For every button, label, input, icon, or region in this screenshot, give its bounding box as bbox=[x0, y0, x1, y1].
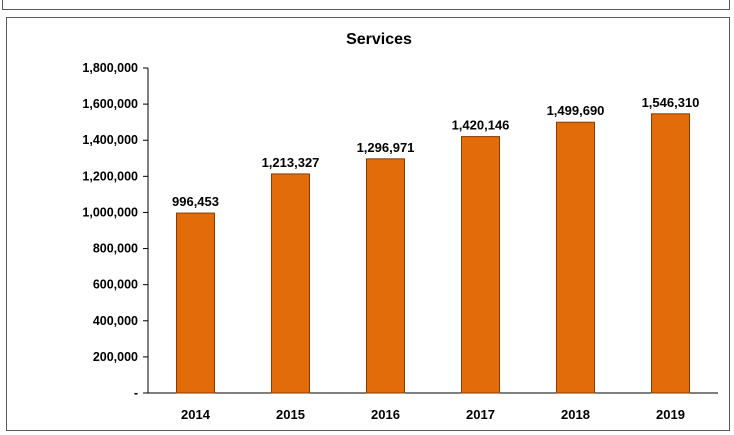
x-tick-labels: 2014 2015 2016 2017 2018 2019 bbox=[181, 407, 685, 422]
value-label-2016: 1,296,971 bbox=[357, 140, 415, 155]
y-tick-label: 600,000 bbox=[93, 278, 138, 292]
x-tick-label-2014: 2014 bbox=[181, 407, 211, 422]
value-label-2018: 1,499,690 bbox=[547, 103, 605, 118]
x-tick-label-2018: 2018 bbox=[561, 407, 590, 422]
x-tick-label-2016: 2016 bbox=[371, 407, 400, 422]
bar-2017 bbox=[461, 136, 500, 394]
x-tick-label-2017: 2017 bbox=[466, 407, 495, 422]
bar-2014 bbox=[176, 212, 215, 394]
value-label-2014: 996,453 bbox=[172, 194, 219, 209]
y-tick-label: 200,000 bbox=[93, 350, 138, 364]
y-tick-label: 1,400,000 bbox=[82, 133, 138, 147]
bar-2019 bbox=[651, 113, 690, 394]
chart-title: Services bbox=[346, 31, 412, 48]
y-tick-label: 800,000 bbox=[93, 242, 138, 256]
axes bbox=[143, 67, 718, 394]
y-tick-label: 1,200,000 bbox=[82, 169, 138, 183]
bars bbox=[176, 113, 690, 394]
bar-2016 bbox=[366, 158, 405, 394]
previous-chart-edge bbox=[2, 0, 730, 10]
y-tick-label: 1,800,000 bbox=[82, 61, 138, 75]
value-label-2015: 1,213,327 bbox=[262, 155, 320, 170]
value-labels: 996,453 1,213,327 1,296,971 1,420,146 1,499,… bbox=[172, 95, 699, 209]
y-tick-label: 1,000,000 bbox=[82, 205, 138, 219]
y-tick-label: - bbox=[134, 386, 138, 400]
value-label-2017: 1,420,146 bbox=[452, 118, 510, 133]
y-tick-labels: - 200,000 400,000 600,000 800,000 1,000,000 1,… bbox=[82, 61, 138, 400]
bar-2018 bbox=[556, 121, 595, 394]
bar-2015 bbox=[271, 173, 310, 394]
value-label-2019: 1,546,310 bbox=[642, 95, 700, 110]
x-tick-label-2015: 2015 bbox=[276, 407, 305, 422]
y-tick-label: 1,600,000 bbox=[82, 97, 138, 111]
x-tick-label-2019: 2019 bbox=[656, 407, 685, 422]
y-tick-label: 400,000 bbox=[93, 314, 138, 328]
